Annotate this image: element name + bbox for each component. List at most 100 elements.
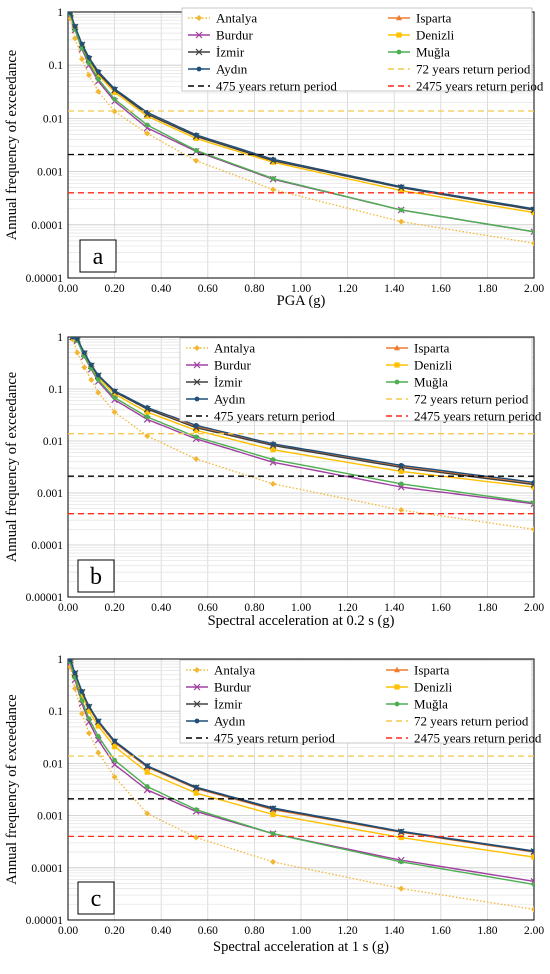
x-tick-label: 1.80 bbox=[477, 283, 497, 295]
chart-panel-b: 0.00 0.20 0.40 0.60 0.80 1.00 1.20 1.40 1.60 1.80… bbox=[4, 332, 544, 629]
data-point bbox=[112, 86, 117, 92]
data-point bbox=[74, 349, 81, 356]
data-point bbox=[95, 69, 101, 74]
data-point bbox=[270, 159, 276, 165]
legend-item: 72 years return period bbox=[388, 62, 531, 77]
legend: Antalya Isparta Burdur Denizli İzmir Muğla Ayd… bbox=[179, 659, 542, 746]
data-point bbox=[270, 156, 276, 162]
data-point bbox=[86, 55, 92, 60]
data-point bbox=[531, 848, 534, 854]
series-line-0 bbox=[69, 18, 534, 244]
data-point bbox=[94, 736, 102, 744]
x-tick-label: 0.80 bbox=[244, 925, 264, 937]
y-tick-label: 0.00001 bbox=[26, 915, 64, 927]
legend-label: Burdur bbox=[214, 358, 252, 373]
data-point bbox=[531, 240, 534, 247]
legend-marker bbox=[394, 684, 400, 690]
y-axis-label: Annual frequency of exceedance bbox=[4, 372, 20, 562]
data-point bbox=[112, 96, 117, 102]
legend-marker bbox=[194, 667, 200, 673]
legend-item: İzmir bbox=[186, 375, 243, 390]
y-tick-label: 0.0001 bbox=[31, 220, 63, 232]
x-tick-label: 1.40 bbox=[384, 283, 404, 295]
panel-label: c bbox=[91, 886, 102, 912]
legend-marker bbox=[194, 396, 200, 402]
data-point bbox=[270, 441, 276, 447]
legend-label: Antalya bbox=[216, 11, 257, 26]
data-point bbox=[79, 41, 85, 47]
legend-marker bbox=[195, 48, 203, 56]
x-tick-label: 1.80 bbox=[477, 925, 497, 937]
data-point bbox=[193, 434, 199, 440]
legend-item: 2475 years return period bbox=[388, 79, 544, 94]
data-point bbox=[144, 784, 150, 789]
data-point bbox=[144, 405, 150, 410]
y-axis-label: Annual frequency of exceedance bbox=[4, 50, 20, 240]
legend-item: Muğla bbox=[388, 45, 450, 60]
legend-marker bbox=[394, 701, 400, 707]
data-point bbox=[270, 186, 277, 193]
data-point bbox=[193, 784, 199, 790]
x-tick-label: 1.20 bbox=[338, 602, 358, 614]
legend-marker bbox=[396, 49, 402, 55]
x-tick-label: 0.60 bbox=[198, 283, 218, 295]
data-point bbox=[86, 60, 92, 66]
data-point bbox=[111, 108, 118, 115]
x-axis-label: PGA (g) bbox=[277, 293, 326, 309]
data-point bbox=[95, 76, 101, 82]
series-group bbox=[68, 337, 534, 533]
legend-item: Burdur bbox=[186, 680, 252, 695]
legend-label: 475 years return period bbox=[214, 409, 335, 424]
legend-marker bbox=[394, 362, 400, 368]
data-point bbox=[531, 479, 534, 485]
data-point bbox=[398, 462, 404, 468]
legend-item: 475 years return period bbox=[188, 79, 337, 94]
data-point bbox=[112, 757, 117, 763]
chart-panel-c: 0.00 0.20 0.40 0.60 0.80 1.00 1.20 1.40 1.60 1.80… bbox=[4, 654, 544, 955]
y-tick-label: 0.00001 bbox=[26, 273, 64, 285]
data-point bbox=[68, 664, 74, 671]
legend-marker bbox=[396, 14, 402, 21]
legend-item: Isparta bbox=[386, 341, 450, 356]
y-tick-label: 1 bbox=[57, 7, 63, 19]
data-point bbox=[81, 364, 88, 371]
data-point bbox=[531, 206, 534, 212]
data-point bbox=[531, 500, 534, 506]
data-point bbox=[70, 337, 76, 340]
legend-item: Denizli bbox=[386, 358, 453, 373]
panel-label-box bbox=[79, 239, 117, 273]
legend-label: Isparta bbox=[416, 11, 452, 26]
data-point bbox=[270, 447, 276, 453]
data-point bbox=[193, 422, 199, 428]
data-point bbox=[193, 157, 200, 164]
data-point bbox=[111, 773, 118, 780]
data-point bbox=[398, 885, 405, 892]
data-point bbox=[95, 377, 101, 383]
data-point bbox=[398, 507, 405, 514]
data-point bbox=[95, 749, 102, 756]
x-tick-label: 1.20 bbox=[338, 283, 358, 295]
data-point bbox=[270, 805, 276, 811]
data-point bbox=[144, 130, 151, 137]
x-tick-label: 2.00 bbox=[524, 283, 544, 295]
data-point bbox=[398, 207, 404, 213]
panel-label-box bbox=[77, 881, 115, 915]
data-point bbox=[72, 670, 78, 676]
series-group bbox=[68, 659, 534, 913]
x-tick-label: 0.40 bbox=[151, 925, 171, 937]
data-point bbox=[79, 692, 85, 699]
y-tick-label: 0.1 bbox=[49, 60, 64, 72]
y-tick-label: 0.00001 bbox=[26, 592, 64, 604]
legend-label: Aydın bbox=[214, 714, 246, 729]
x-tick-label: 0.40 bbox=[151, 283, 171, 295]
data-point bbox=[531, 526, 534, 533]
data-point bbox=[530, 228, 534, 236]
data-point bbox=[68, 659, 73, 663]
data-point bbox=[193, 807, 199, 813]
x-tick-label: 0.20 bbox=[105, 602, 125, 614]
x-tick-label: 1.40 bbox=[384, 602, 404, 614]
legend-item: 2475 years return period bbox=[386, 731, 542, 746]
y-tick-label: 0.001 bbox=[37, 811, 63, 823]
y-tick-label: 0.01 bbox=[43, 758, 63, 770]
